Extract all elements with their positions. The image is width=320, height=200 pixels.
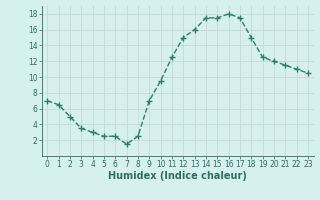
X-axis label: Humidex (Indice chaleur): Humidex (Indice chaleur)	[108, 171, 247, 181]
